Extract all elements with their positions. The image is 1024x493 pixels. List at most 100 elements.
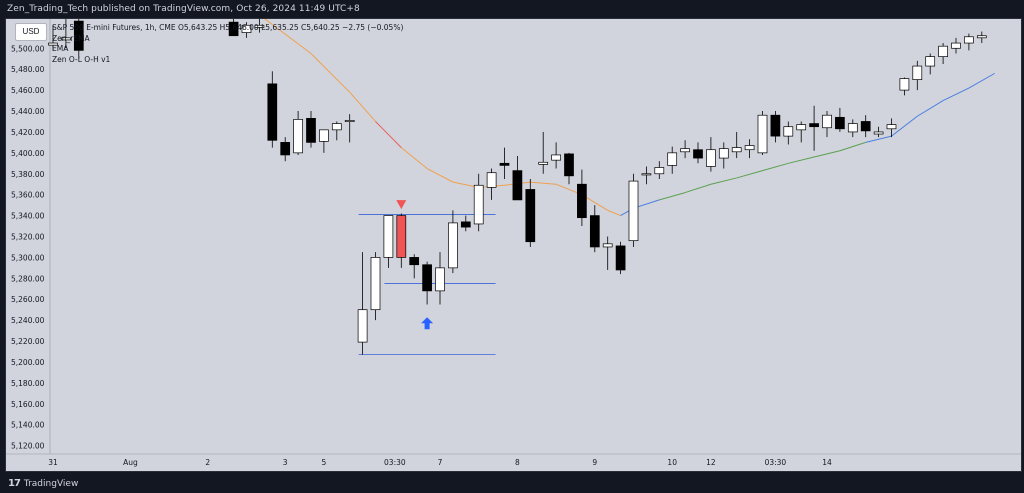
indicator-legend-zen-ol-oh[interactable]: Zen O-L O-H v1 xyxy=(52,54,111,64)
candle-body[interactable] xyxy=(796,124,807,131)
y-tick-label: 5,140.00 xyxy=(11,421,45,430)
candle-body[interactable] xyxy=(835,116,845,130)
candle-body[interactable] xyxy=(370,257,381,311)
candle-body[interactable] xyxy=(383,215,394,258)
ema-line-segment xyxy=(530,181,557,185)
candle-body[interactable] xyxy=(912,65,923,80)
candle-body[interactable] xyxy=(435,267,445,292)
ema-line-segment xyxy=(375,121,402,148)
candle-body[interactable] xyxy=(448,222,458,269)
candle-body[interactable] xyxy=(267,83,278,141)
y-tick-label: 5,460.00 xyxy=(11,86,45,95)
indicator-legend-zen-rema[interactable]: Zen_rEMA xyxy=(52,33,90,43)
candle-body[interactable] xyxy=(61,37,71,41)
symbol-legend[interactable]: S&P 500 E-mini Futures, 1h, CME O5,643.2… xyxy=(52,23,404,32)
x-tick-label: 31 xyxy=(48,458,58,467)
ema-line-segment xyxy=(310,53,351,93)
candle-body[interactable] xyxy=(254,24,265,28)
ema-line-segment xyxy=(762,162,789,172)
currency-badge[interactable]: USD xyxy=(15,23,47,41)
y-tick-label: 5,340.00 xyxy=(11,212,45,221)
x-tick-label: 03:30 xyxy=(765,458,787,467)
candle-body[interactable] xyxy=(512,170,523,201)
ema-line-segment xyxy=(684,183,712,194)
candle-body[interactable] xyxy=(680,148,690,153)
candle-body[interactable] xyxy=(319,129,329,142)
candle-body[interactable] xyxy=(964,36,974,44)
candle-body[interactable] xyxy=(925,56,936,67)
y-tick-label: 5,420.00 xyxy=(11,128,45,137)
x-tick-label: 12 xyxy=(706,458,716,467)
ema-line-segment xyxy=(942,87,970,102)
candle-body[interactable] xyxy=(499,162,510,166)
candle-body[interactable] xyxy=(847,123,858,133)
candle-body[interactable] xyxy=(860,121,871,132)
price-chart[interactable]: 5,500.00 5,480.00 5,460.00 5,440.00 5,420.00… xyxy=(6,19,1021,471)
candle-body[interactable] xyxy=(241,24,252,33)
candle-body[interactable] xyxy=(538,161,549,165)
ema-line-segment xyxy=(736,170,763,179)
candle-body[interactable] xyxy=(525,189,536,243)
y-tick-label: 5,220.00 xyxy=(11,337,45,346)
candle-body[interactable] xyxy=(731,147,742,153)
candle-body[interactable] xyxy=(693,149,703,159)
ema-line-segment xyxy=(839,141,866,152)
candle-body[interactable] xyxy=(951,42,961,49)
candle-body[interactable] xyxy=(615,245,626,271)
tradingview-logo[interactable]: 17 TradingView xyxy=(8,478,78,489)
ema-line-segment xyxy=(349,91,376,122)
candle-body[interactable] xyxy=(473,184,484,225)
candle-body[interactable] xyxy=(938,45,948,57)
candle-body[interactable] xyxy=(564,153,574,177)
candle-body[interactable] xyxy=(654,167,665,175)
candle-body[interactable] xyxy=(899,78,910,91)
candle-body[interactable] xyxy=(783,126,794,137)
candle-body[interactable] xyxy=(873,131,884,135)
candle-body[interactable] xyxy=(822,114,832,129)
candle-body[interactable] xyxy=(460,221,471,228)
candle-body[interactable] xyxy=(809,123,819,128)
candle-body[interactable] xyxy=(718,148,729,159)
publish-header: Zen_Trading_Tech published on TradingVie… xyxy=(0,0,1024,20)
candle-body[interactable] xyxy=(396,215,407,258)
candle-body[interactable] xyxy=(48,42,58,46)
candle-body[interactable] xyxy=(486,172,497,188)
y-tick-label: 5,440.00 xyxy=(11,107,45,116)
ema-line-segment xyxy=(813,150,841,158)
ema-line-segment xyxy=(968,72,995,89)
chart-frame[interactable]: 5,500.00 5,480.00 5,460.00 5,440.00 5,420.00… xyxy=(5,18,1022,472)
candle-body[interactable] xyxy=(409,257,420,266)
footer-bar: 17 TradingView xyxy=(0,472,1024,493)
candle-body[interactable] xyxy=(602,243,613,248)
candle-body[interactable] xyxy=(706,149,716,167)
candle-body[interactable] xyxy=(344,120,355,122)
candle-body[interactable] xyxy=(641,173,652,176)
candle-body[interactable] xyxy=(306,117,316,143)
ema-line-segment xyxy=(865,135,892,143)
candle-body[interactable] xyxy=(422,264,432,292)
candle-body[interactable] xyxy=(628,180,639,242)
candle-body[interactable] xyxy=(770,114,781,137)
ema-line-segment xyxy=(659,192,686,201)
publish-info: Zen_Trading_Tech published on TradingVie… xyxy=(7,4,360,14)
indicator-legend-ema[interactable]: EMA xyxy=(52,44,69,53)
candle-body[interactable] xyxy=(667,152,678,166)
ema-line-segment xyxy=(891,115,918,137)
candle-body[interactable] xyxy=(357,309,368,343)
x-tick-label: 5 xyxy=(322,458,327,467)
candle-body[interactable] xyxy=(331,123,342,131)
candle-body[interactable] xyxy=(886,124,897,130)
candle-body[interactable] xyxy=(589,215,600,248)
candle-body[interactable] xyxy=(228,21,239,37)
candle-body[interactable] xyxy=(744,145,755,151)
candle-body[interactable] xyxy=(757,114,768,154)
candle-body[interactable] xyxy=(577,183,587,219)
candle-body[interactable] xyxy=(976,35,987,39)
candle-body[interactable] xyxy=(293,119,303,154)
candle-body[interactable] xyxy=(73,20,84,51)
x-tick-label: 10 xyxy=(667,458,677,467)
ema-line-segment xyxy=(264,19,312,54)
candle-body[interactable] xyxy=(551,154,561,161)
ema-line-segment xyxy=(788,156,815,164)
candle-body[interactable] xyxy=(280,142,291,156)
